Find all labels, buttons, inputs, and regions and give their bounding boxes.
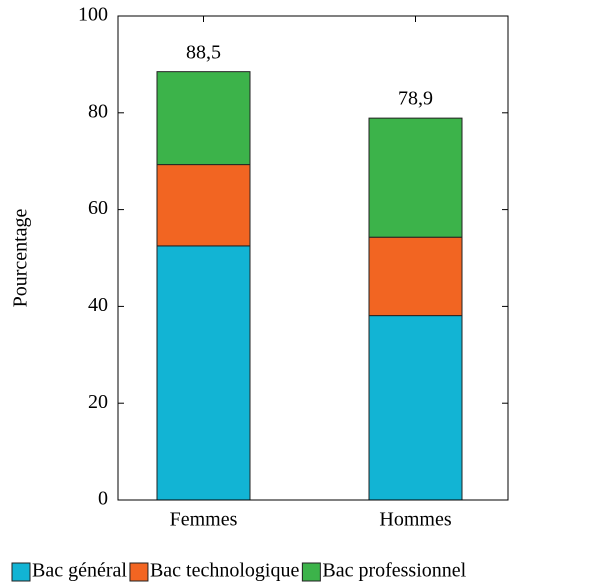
bar-segment (368, 315, 463, 501)
y-tick-label: 100 (78, 4, 108, 26)
bar-segment (156, 71, 251, 166)
legend-label: Bac général (32, 560, 127, 582)
y-tick-label: 80 (88, 100, 108, 122)
bar-segment (368, 117, 463, 238)
y-tick-label: 40 (88, 294, 108, 316)
y-tick-label: 20 (88, 391, 108, 413)
y-tick-label: 60 (88, 197, 108, 219)
bar-segment (368, 236, 463, 317)
x-tick-label: Hommes (379, 509, 451, 531)
legend-label: Bac technologique (150, 560, 300, 582)
x-tick-label: Femmes (170, 509, 238, 531)
legend-swatch (129, 562, 149, 582)
bar-segment (156, 245, 251, 501)
data-label: 78,9 (398, 88, 433, 110)
legend-swatch (301, 562, 321, 582)
y-tick-label: 0 (98, 488, 108, 510)
plot-frame (117, 15, 509, 501)
bar-segment (156, 164, 251, 247)
data-label: 88,5 (186, 41, 221, 63)
legend-label: Bac professionnel (322, 560, 466, 582)
legend-swatch (11, 562, 31, 582)
y-axis-label: Pourcentage (10, 208, 32, 307)
